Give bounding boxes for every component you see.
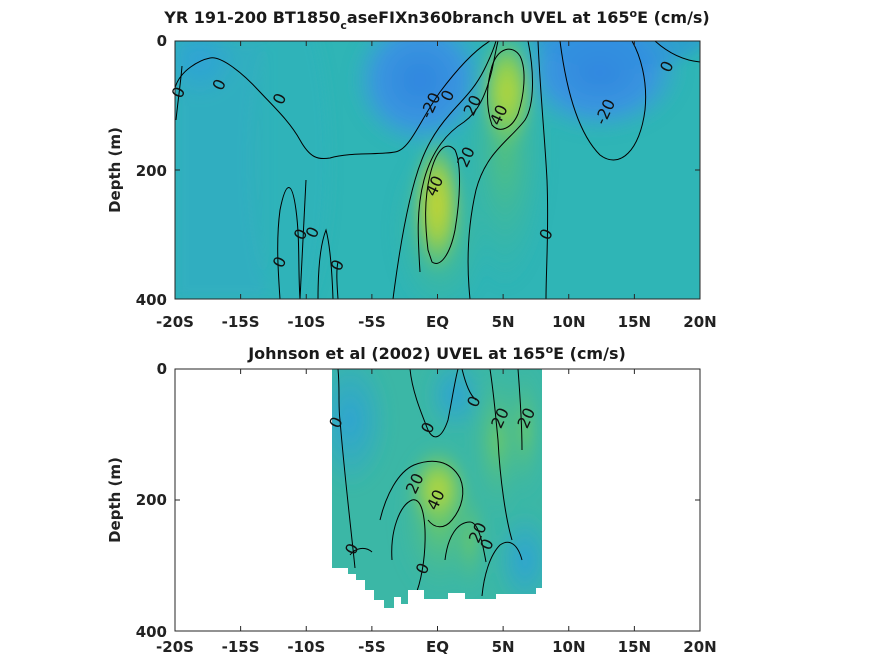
x-tick-label: 20N (683, 638, 716, 656)
panel-1-title: YR 191-200 BT1850caseFIXn360branch UVEL … (163, 7, 710, 32)
x-tick-label: 10N (552, 638, 585, 656)
x-tick-label: -10S (287, 638, 325, 656)
panel-1: YR 191-200 BT1850caseFIXn360branch UVEL … (106, 7, 717, 331)
x-tick-label: 5N (492, 638, 515, 656)
x-tick-label: -20S (156, 638, 194, 656)
x-tick-label: -10S (287, 313, 325, 331)
panel-2-axes (174, 368, 701, 632)
panel-1-heatmap (175, 41, 700, 299)
panel-2-x-tick-labels: -20S -15S -10S -5S EQ 5N 10N 15N 20N (156, 638, 717, 656)
panel-1-axes (174, 40, 701, 300)
panel-1-x-tick-labels: -20S -15S -10S -5S EQ 5N 10N 15N 20N (156, 313, 717, 331)
panel-2: Johnson et al (2002) UVEL at 165oE (cm/s… (106, 343, 717, 656)
y-tick-label: 0 (157, 32, 167, 50)
x-tick-label: 5N (492, 313, 515, 331)
x-tick-label: -15S (222, 638, 260, 656)
x-tick-label: 15N (618, 638, 651, 656)
x-tick-label: 10N (552, 313, 585, 331)
panel-1-y-tick-labels: 0 200 400 (136, 32, 167, 309)
panel-1-contours (175, 41, 700, 299)
x-tick-label: 20N (683, 313, 716, 331)
x-tick-label: 15N (618, 313, 651, 331)
x-tick-label: -20S (156, 313, 194, 331)
panel-2-y-axis-label: Depth (m) (106, 457, 124, 543)
panel-1-y-axis-label: Depth (m) (106, 127, 124, 213)
x-tick-label: EQ (426, 313, 449, 331)
panel-2-title: Johnson et al (2002) UVEL at 165oE (cm/s… (247, 343, 626, 363)
y-tick-label: 400 (136, 623, 167, 641)
x-tick-label: -5S (358, 638, 385, 656)
x-tick-label: -5S (358, 313, 385, 331)
panel-1-x-ticks (174, 41, 701, 299)
panel-2-contours (337, 369, 523, 597)
panel-2-y-tick-labels: 0 200 400 (136, 360, 167, 641)
panel-1-y-ticks (175, 40, 700, 300)
x-tick-label: -15S (222, 313, 260, 331)
y-tick-label: 200 (136, 162, 167, 180)
y-tick-label: 400 (136, 291, 167, 309)
y-tick-label: 200 (136, 491, 167, 509)
panel-2-x-ticks (174, 369, 701, 631)
panel-2-y-ticks (175, 368, 700, 632)
y-tick-label: 0 (157, 360, 167, 378)
x-tick-label: EQ (426, 638, 449, 656)
panel-2-heatmap (332, 369, 542, 608)
